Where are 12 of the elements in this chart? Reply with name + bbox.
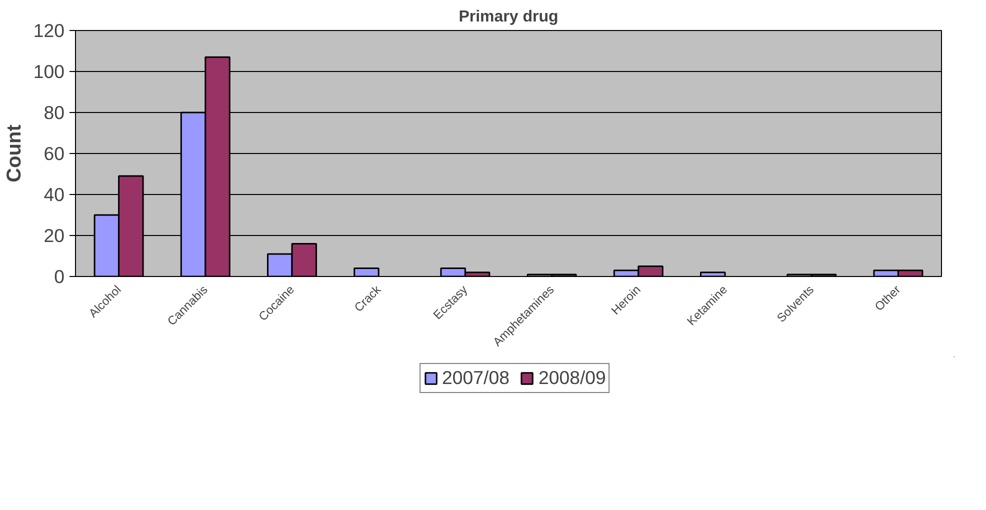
- y-tick-label: 120: [33, 20, 65, 41]
- chart-title: Primary drug: [458, 8, 558, 26]
- y-tick-label: 80: [44, 102, 65, 123]
- y-tick-label: 0: [54, 266, 65, 287]
- y-axis-title: Count: [3, 124, 26, 182]
- y-tick-label: 60: [44, 143, 65, 164]
- bar: [354, 268, 380, 276]
- legend-label: 2007/08: [442, 367, 510, 389]
- y-tick-label: 100: [33, 61, 65, 82]
- y-tick-label: 40: [44, 184, 65, 205]
- y-tick-label: 20: [44, 225, 65, 246]
- legend-label: 2008/09: [538, 367, 606, 389]
